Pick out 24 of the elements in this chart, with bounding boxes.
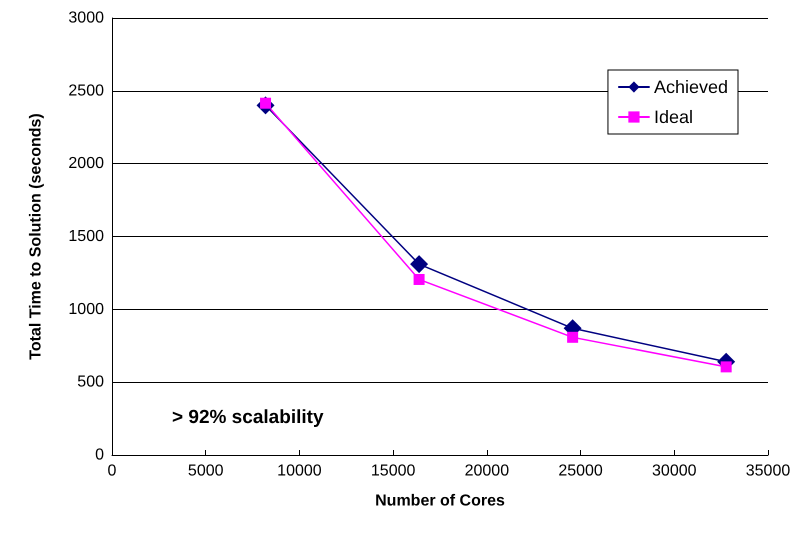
- x-tick-label: 30000: [652, 462, 697, 480]
- x-tick-label: 35000: [746, 462, 790, 480]
- point: [720, 361, 732, 372]
- y-tick-label: 500: [77, 374, 104, 391]
- y-axis-title: Total Time to Solution (seconds): [28, 113, 44, 360]
- annotation: > 92% scalability: [172, 407, 324, 428]
- point: [414, 274, 425, 285]
- legend-label: Ideal: [654, 107, 693, 127]
- point: [410, 255, 428, 274]
- x-tick-label: 10000: [277, 462, 322, 480]
- x-axis-title: Number of Cores: [375, 492, 505, 510]
- x-tick-label: 5000: [188, 462, 224, 480]
- y-tick-label: 0: [95, 446, 104, 464]
- y-tick-label: 2500: [68, 82, 104, 100]
- y-tick-label: 1000: [68, 300, 104, 318]
- y-tick-label: 1500: [68, 228, 104, 245]
- x-tick-label: 0: [108, 462, 117, 480]
- y-tick-label: 2000: [68, 155, 104, 172]
- point: [567, 332, 578, 343]
- x-tick-label: 20000: [464, 462, 510, 480]
- y-tick-label: 3000: [68, 10, 104, 26]
- x-tick-label: 15000: [370, 462, 416, 480]
- x-tick-label: 25000: [558, 462, 603, 480]
- legend-label: Achieved: [654, 77, 728, 97]
